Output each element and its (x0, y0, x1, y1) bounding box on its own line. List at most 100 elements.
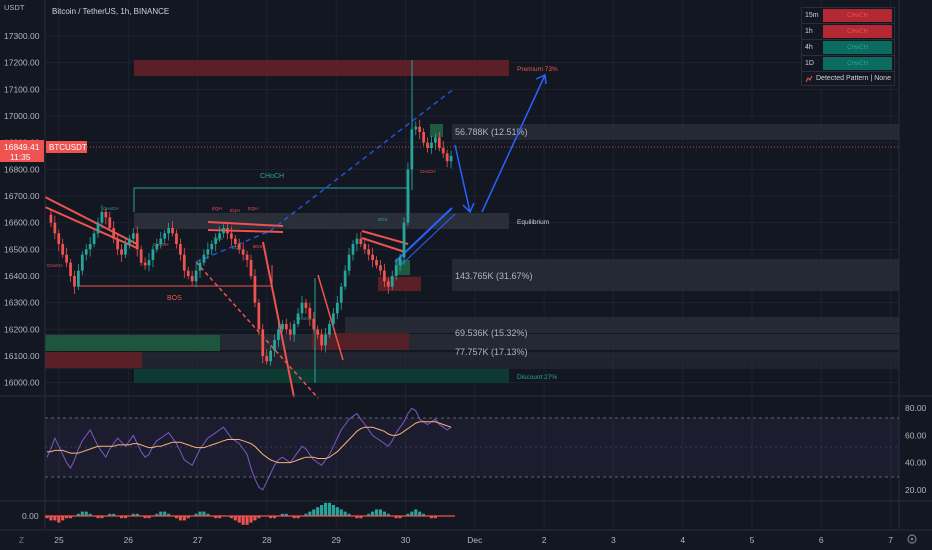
bear-flag-2 (361, 237, 406, 253)
price-tick-label: 16600.00 (4, 218, 40, 228)
osc-bar (398, 516, 402, 519)
candle-body (167, 228, 170, 234)
osc-bar (367, 513, 371, 516)
candle-body (386, 281, 390, 287)
candle-body (426, 142, 429, 148)
osc-bar (61, 516, 65, 521)
mtf-row-1h: 1h CHoCH (802, 24, 894, 40)
candle-body (284, 324, 288, 330)
osc-bar (320, 505, 324, 516)
osc-bar (76, 513, 80, 516)
osc-bar (174, 516, 179, 519)
time-tick-label: 4 (680, 535, 685, 545)
osc-bar (296, 516, 300, 519)
osc-bar (96, 516, 100, 519)
osc-bar (155, 513, 159, 516)
mtf-row-15m: 15m CHoCH (802, 8, 894, 24)
discount-label: Discount 27% (517, 374, 557, 381)
osc-bar (378, 509, 383, 516)
liquidity-zone-5 (45, 352, 899, 369)
candle-body (155, 244, 159, 250)
osc-bar (68, 516, 73, 519)
candle-body (383, 270, 386, 282)
time-tick-label: 2 (542, 535, 547, 545)
candle-body (112, 228, 116, 239)
bos-small-1: BOS (253, 244, 263, 249)
candle-body (288, 329, 292, 335)
osc-bar (233, 516, 237, 521)
osc-bar (257, 516, 261, 519)
structure-lines: CHoCH BOS (44, 60, 547, 399)
order-block-bull-3 (430, 124, 443, 137)
time-tick-label: Dec (467, 535, 483, 545)
time-tick-label: 28 (262, 535, 272, 545)
osc-bar (45, 516, 49, 519)
price-tick-label: 16000.00 (4, 378, 40, 388)
osc-bar (123, 516, 128, 519)
candle-body (414, 126, 418, 130)
rsi-tick-label: 60.00 (905, 430, 927, 440)
osc-bar (131, 513, 135, 516)
osc-bar (312, 509, 316, 516)
osc-bar (308, 511, 312, 516)
eqh-1: EQH (212, 206, 222, 211)
candle-body (304, 302, 308, 308)
timezone-icon[interactable]: Z (19, 536, 24, 545)
liquidity-zone-2 (452, 259, 899, 291)
candle-body (339, 286, 343, 303)
time-tick-label: 6 (819, 535, 824, 545)
rsi-tick-label: 20.00 (905, 485, 927, 495)
eql-2: EQL (232, 245, 242, 250)
candle-body (422, 132, 425, 143)
candle-body (96, 222, 100, 234)
candle-body (159, 238, 163, 244)
trend-channel-1 (44, 196, 138, 245)
candle-body (210, 244, 214, 250)
candle-body (343, 270, 347, 287)
candle-body (445, 153, 449, 162)
candle-body (77, 270, 80, 287)
candle-body (108, 217, 112, 228)
osc-bar (167, 513, 171, 516)
candle-body (198, 262, 202, 271)
candle-body (257, 302, 261, 330)
time-tick-label: 27 (193, 535, 203, 545)
candle-body (437, 137, 441, 148)
candle-body (300, 302, 304, 314)
candle-body (371, 254, 374, 260)
candle-body (73, 276, 76, 287)
liquidity-label-2: 143.765K (31.67%) (455, 271, 533, 281)
candle-body (406, 169, 410, 223)
price-tick-label: 16400.00 (4, 271, 40, 281)
osc-bar (422, 513, 426, 516)
candle-body (120, 249, 123, 255)
settings-icon[interactable] (907, 534, 917, 544)
candle-body (88, 244, 92, 250)
candle-body (316, 329, 320, 335)
candle-body (124, 244, 127, 255)
osc-bar (331, 505, 335, 516)
liquidity-label-3: 69.536K (15.32%) (455, 328, 528, 338)
candle-body (143, 262, 147, 266)
bos-small-2: BOS (378, 217, 388, 222)
candle-body (128, 238, 131, 244)
candle-body (190, 276, 194, 282)
osc-bar (80, 511, 84, 516)
mtf-trend-panel: 15m CHoCH 1h CHoCH 4h CHoCH 1D CHoCH Det… (801, 7, 895, 86)
candle-body (135, 233, 139, 250)
mtf-tf-label: 1D (805, 60, 814, 67)
candle-body (335, 302, 339, 314)
osc-bar (84, 511, 88, 516)
liquidity-label-4: 77.757K (17.13%) (455, 347, 528, 357)
time-tick-label: 7 (888, 535, 893, 545)
time-tick-label: 25 (54, 535, 64, 545)
candle-body (375, 260, 378, 266)
candle-body (312, 318, 316, 330)
osc-bar (433, 516, 437, 519)
candle-body (351, 244, 355, 255)
drop-line (262, 241, 295, 398)
mtf-trend-cell: CHoCH (823, 41, 892, 54)
mtf-tf-label: 4h (805, 44, 813, 51)
price-tick-label: 16300.00 (4, 298, 40, 308)
